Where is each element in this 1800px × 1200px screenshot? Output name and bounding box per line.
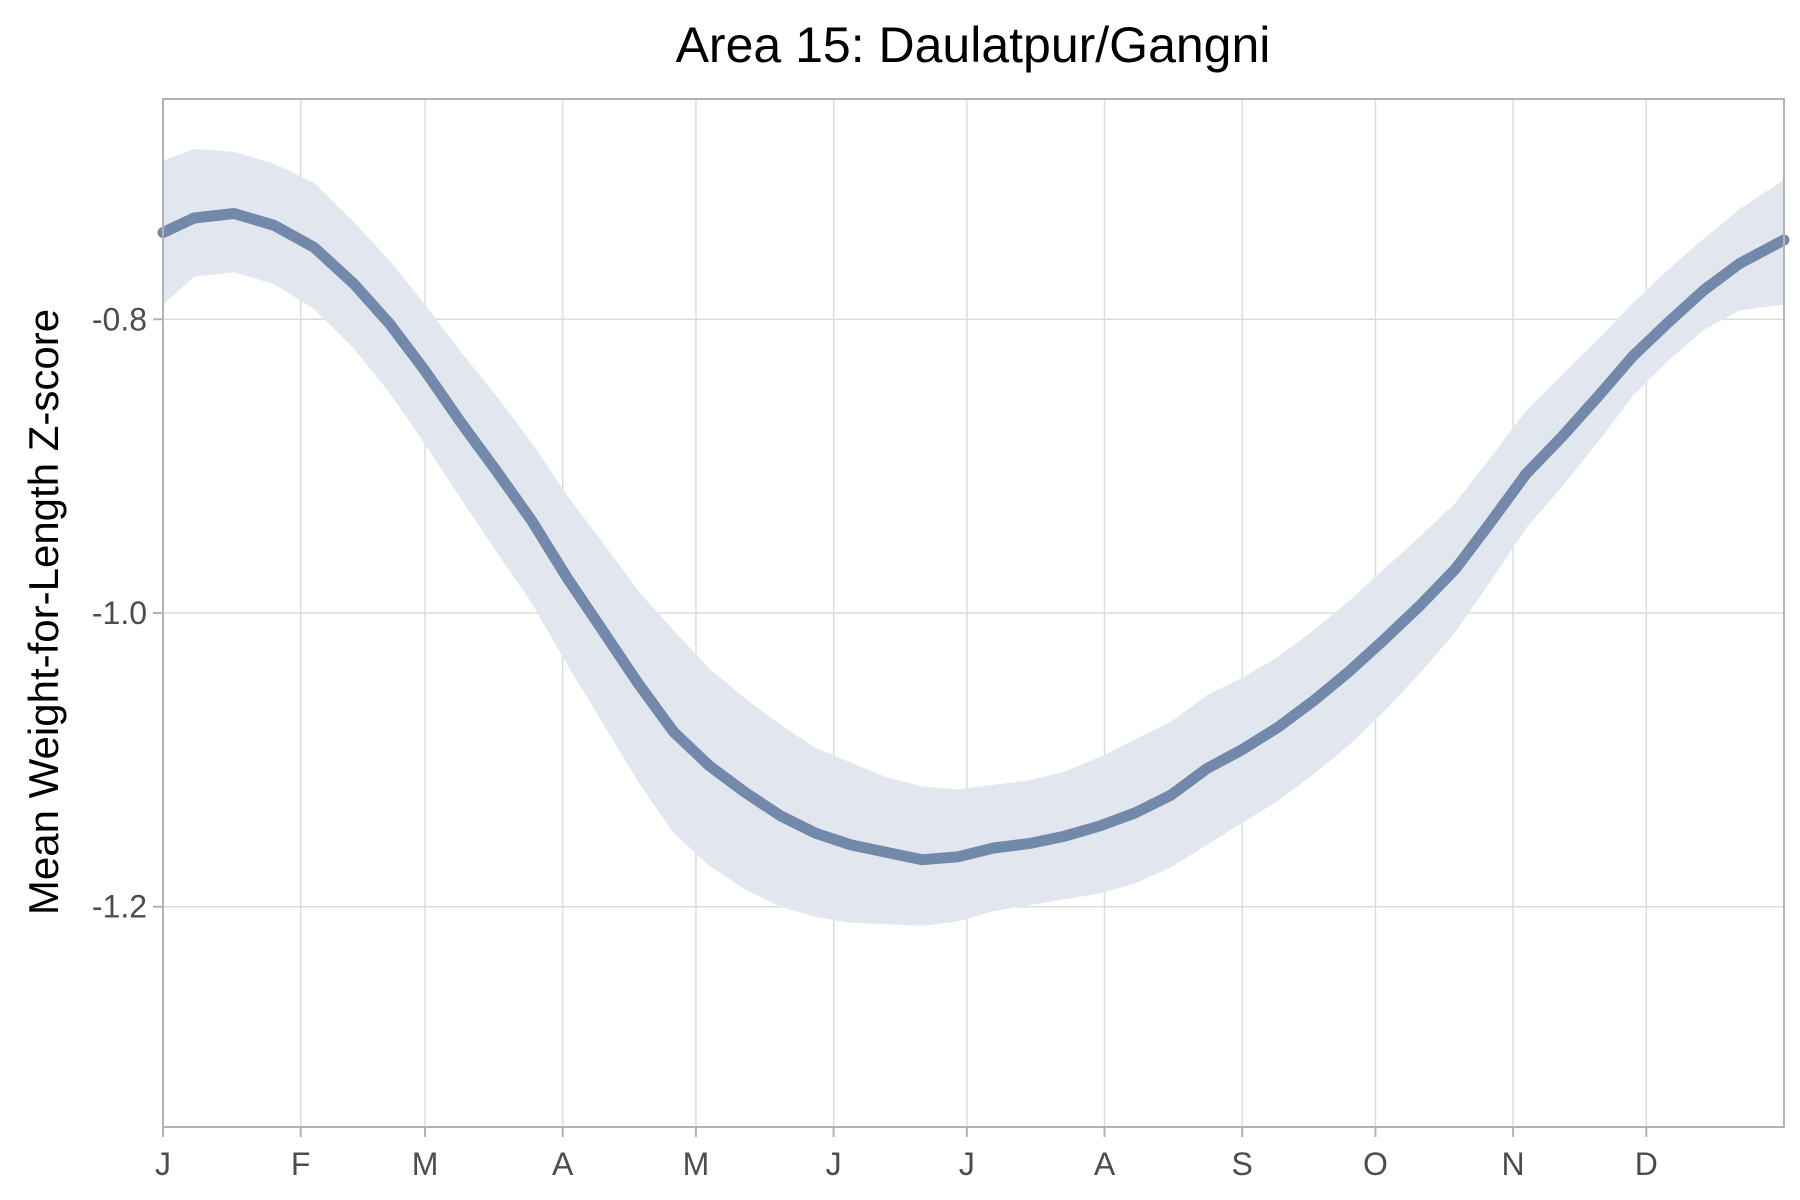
x-tick-label: S — [1232, 1146, 1253, 1182]
x-tick-label: M — [683, 1146, 710, 1182]
x-tick-label: M — [412, 1146, 439, 1182]
x-tick-label: J — [959, 1146, 975, 1182]
series-line — [157, 208, 1790, 866]
chart-title: Area 15: Daulatpur/Gangni — [676, 17, 1271, 73]
confidence-band — [163, 148, 1784, 926]
y-tick-label: -1.0 — [92, 595, 147, 631]
x-tick-label: A — [552, 1146, 574, 1182]
x-tick-label: F — [291, 1146, 311, 1182]
x-tick-label: N — [1502, 1146, 1525, 1182]
y-axis-label: Mean Weight-for-Length Z-score — [20, 309, 67, 915]
y-axis-ticks: -0.8 -1.0 -1.2 — [92, 301, 163, 925]
y-tick-label: -1.2 — [92, 889, 147, 925]
x-tick-label: J — [155, 1146, 171, 1182]
y-tick-label: -0.8 — [92, 301, 147, 337]
x-tick-label: J — [826, 1146, 842, 1182]
x-tick-label: O — [1363, 1146, 1388, 1182]
x-tick-label: A — [1094, 1146, 1116, 1182]
x-tick-label: D — [1635, 1146, 1658, 1182]
